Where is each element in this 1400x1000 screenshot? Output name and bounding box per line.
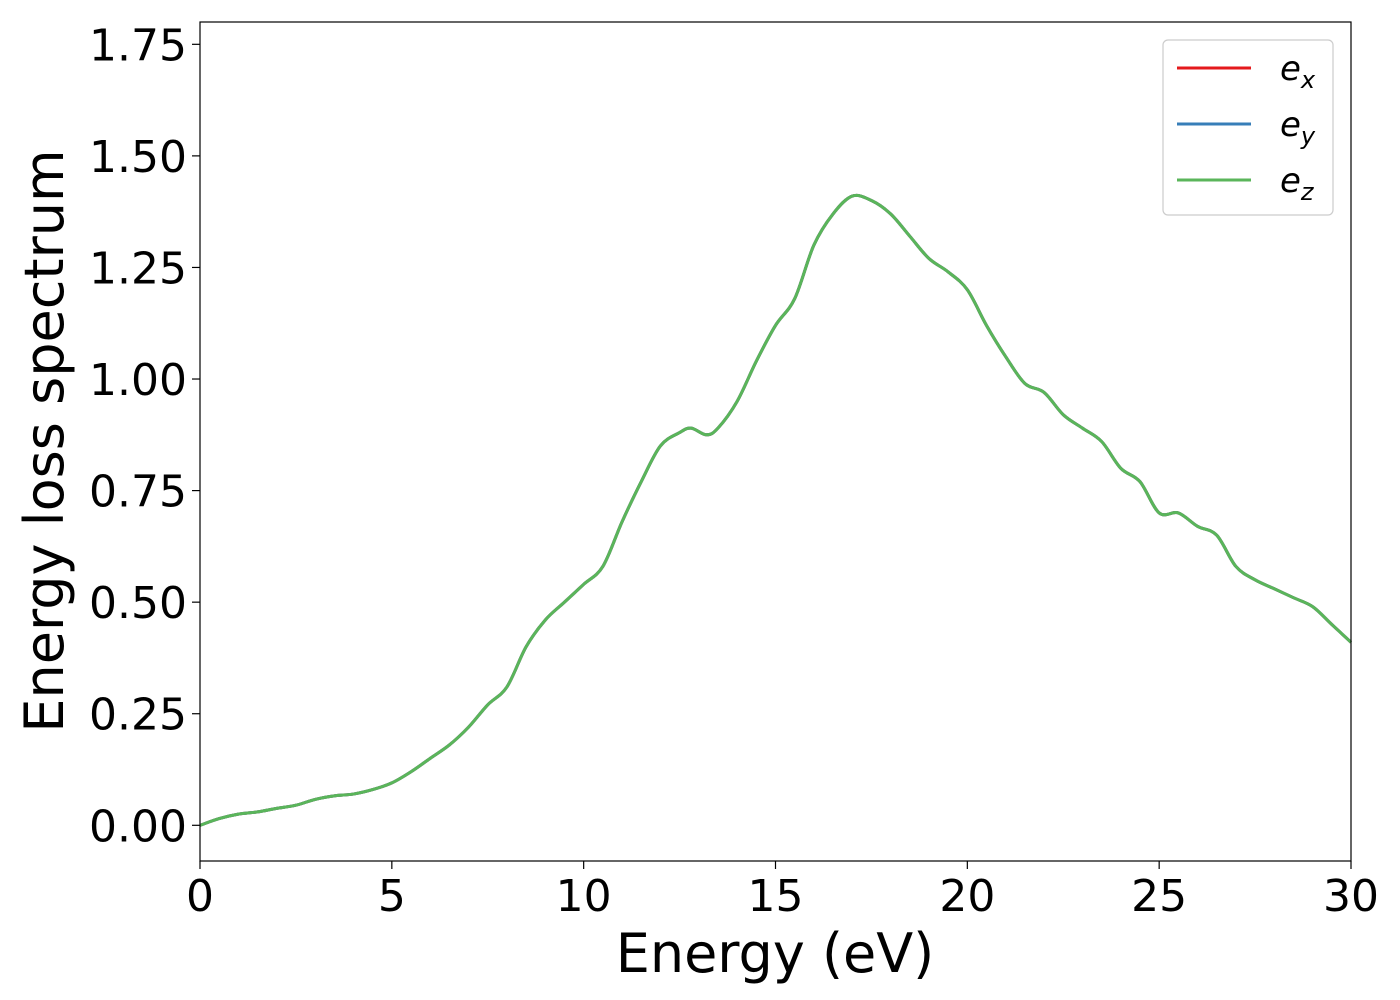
x-tick-label: 10 bbox=[556, 871, 612, 922]
legend-label-base: e bbox=[1280, 49, 1301, 89]
y-tick-label: 0.75 bbox=[89, 467, 187, 518]
y-tick-label: 1.75 bbox=[89, 20, 187, 71]
legend-label-subscript: x bbox=[1300, 66, 1316, 94]
legend-label-subscript: z bbox=[1300, 178, 1315, 206]
x-tick-label: 15 bbox=[748, 871, 804, 922]
x-tick-label: 5 bbox=[378, 871, 406, 922]
y-tick-label: 1.50 bbox=[89, 132, 187, 183]
y-tick-label: 1.00 bbox=[89, 355, 187, 406]
y-axis-label: Energy loss spectrum bbox=[13, 149, 76, 732]
legend-label-base: e bbox=[1280, 105, 1301, 145]
series-line-z bbox=[199, 193, 1353, 827]
legend-label-y: ey bbox=[1280, 105, 1316, 150]
y-tick-label: 0.25 bbox=[89, 690, 187, 741]
x-axis-label: Energy (eV) bbox=[616, 922, 935, 985]
legend-label-x: ex bbox=[1280, 49, 1316, 94]
x-tick-label: 20 bbox=[939, 871, 995, 922]
legend-label-subscript: y bbox=[1300, 122, 1316, 150]
x-tick-label: 0 bbox=[186, 871, 214, 922]
x-tick-label: 25 bbox=[1131, 871, 1187, 922]
y-tick-label: 1.25 bbox=[89, 243, 187, 294]
legend-label-z: ez bbox=[1280, 161, 1315, 206]
x-axis: 0 5 10 15 20 25 30 bbox=[186, 861, 1379, 922]
y-tick-label: 0.50 bbox=[89, 578, 187, 629]
legend-label-base: e bbox=[1280, 161, 1301, 201]
series-layer bbox=[199, 193, 1353, 827]
plot-background bbox=[200, 22, 1351, 861]
x-tick-label: 30 bbox=[1323, 871, 1379, 922]
legend-box bbox=[1162, 39, 1334, 216]
y-axis: 0.00 0.25 0.50 0.75 1.00 1.25 1.50 1.75 bbox=[89, 20, 200, 852]
y-tick-label: 0.00 bbox=[89, 801, 187, 852]
